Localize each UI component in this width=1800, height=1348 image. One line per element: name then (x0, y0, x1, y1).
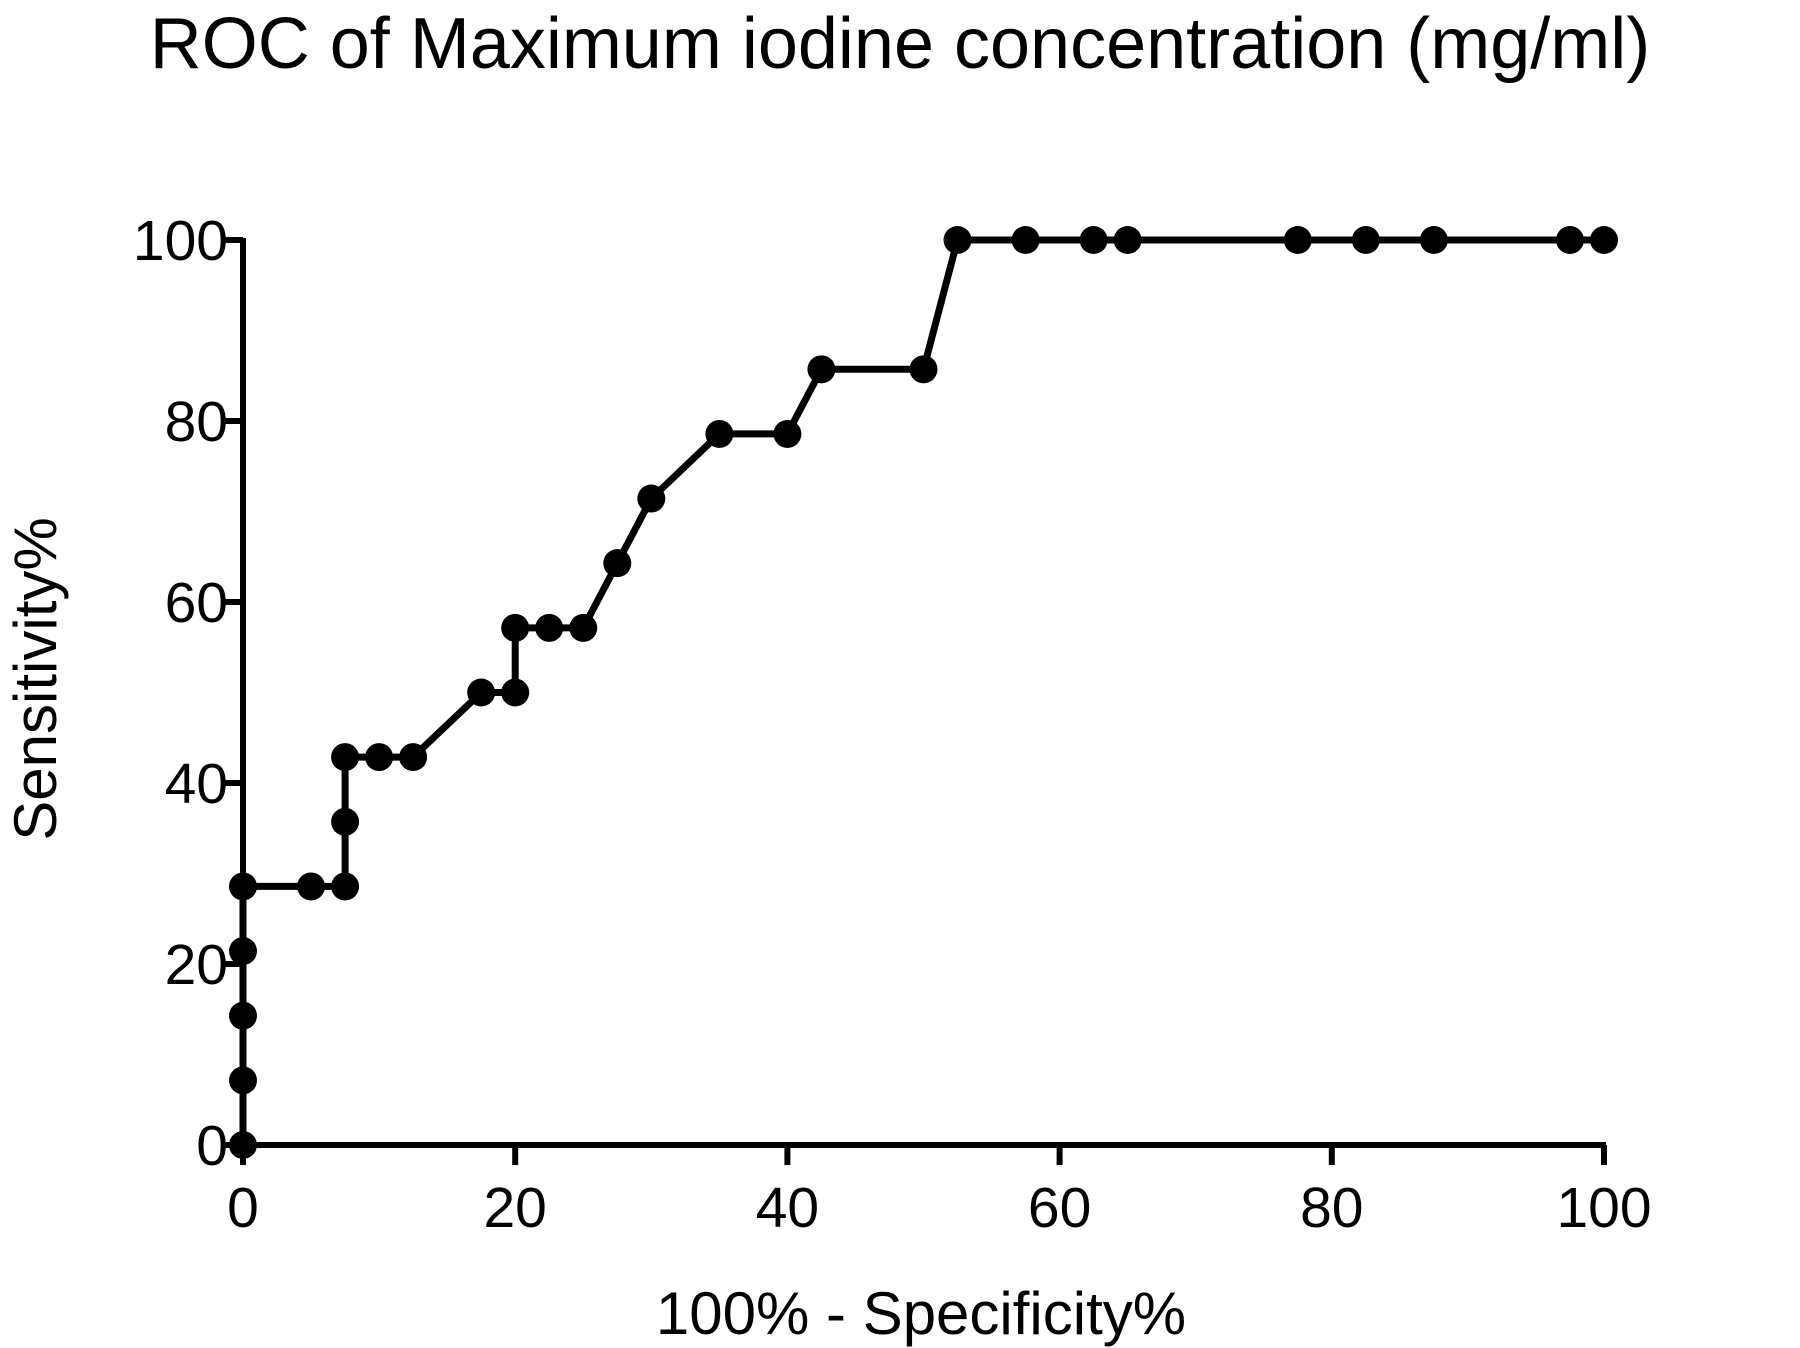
roc-point (773, 419, 802, 448)
roc-point (229, 872, 257, 901)
roc-point (331, 807, 360, 836)
y-tick-label: 0 (196, 1114, 228, 1178)
roc-point (297, 872, 326, 901)
roc-point (603, 549, 632, 578)
roc-point (1351, 226, 1380, 254)
x-tick-label: 20 (483, 1176, 546, 1240)
roc-point (501, 678, 530, 707)
roc-point (229, 1131, 257, 1159)
roc-point (1283, 226, 1312, 254)
x-tick-label: 60 (1028, 1176, 1091, 1240)
roc-point (1555, 226, 1584, 254)
roc-point (943, 226, 972, 254)
roc-point (569, 613, 598, 642)
roc-point (229, 937, 257, 966)
roc-point (1419, 226, 1448, 254)
roc-point (331, 872, 360, 901)
roc-point (229, 1001, 257, 1030)
roc-point (1590, 226, 1618, 254)
y-tick-label: 40 (165, 752, 228, 816)
roc-point (467, 678, 496, 707)
y-tick-label: 80 (165, 390, 228, 454)
series-group (229, 226, 1618, 1159)
roc-point (807, 355, 836, 384)
x-tick-label: 40 (756, 1176, 819, 1240)
x-tick-label: 100 (1556, 1176, 1651, 1240)
roc-point (1113, 226, 1142, 254)
y-tick-label: 60 (165, 571, 228, 635)
roc-point (535, 613, 564, 642)
roc-point (1079, 226, 1108, 254)
roc-point (705, 419, 734, 448)
y-tick-label: 100 (133, 209, 228, 273)
y-tick-label: 20 (165, 933, 228, 997)
x-tick-label: 80 (1300, 1176, 1363, 1240)
roc-point (637, 484, 666, 513)
chart-title: ROC of Maximum iodine concentration (mg/… (150, 4, 1650, 84)
roc-point (331, 743, 360, 772)
roc-point (365, 743, 394, 772)
roc-point (229, 1066, 257, 1095)
roc-point (399, 743, 428, 772)
tick-group: 0 20 40 60 80 100 0 20 40 60 80 100 (133, 209, 1652, 1240)
roc-point (909, 355, 938, 384)
roc-point (501, 613, 530, 642)
x-axis-label: 100% - Specificity% (656, 1280, 1186, 1347)
y-axis-label: Sensitivity% (2, 517, 69, 840)
roc-point (1011, 226, 1040, 254)
x-tick-label: 0 (227, 1176, 259, 1240)
